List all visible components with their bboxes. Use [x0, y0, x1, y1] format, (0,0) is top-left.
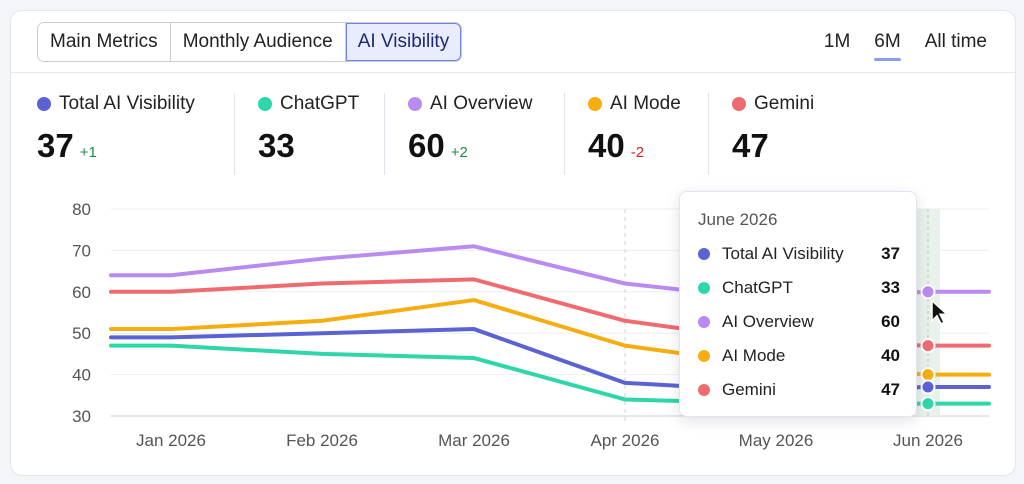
metric-delta: -2: [630, 144, 645, 161]
ai-mode-legend-dot: [588, 97, 602, 111]
view-tabs: Main Metrics Monthly Audience AI Visibil…: [37, 22, 463, 62]
gemini-legend-dot: [732, 97, 746, 111]
metric-chatgpt: ChatGPT 33: [258, 93, 359, 175]
range-6m[interactable]: 6M: [874, 31, 902, 61]
tooltip-dot: [698, 350, 710, 362]
metric-divider: [564, 93, 565, 175]
ai-visibility-card: Main Metrics Monthly Audience AI Visibil…: [10, 10, 1016, 476]
tooltip-row: Gemini 47: [698, 378, 900, 402]
y-tick-label: 50: [72, 324, 91, 343]
metric-label: Total AI Visibility: [59, 93, 195, 114]
chart-tooltip: June 2026 Total AI Visibility 37 ChatGPT…: [679, 191, 917, 417]
mouse-cursor-icon: [931, 299, 949, 325]
metric-value: 33: [258, 127, 295, 164]
tooltip-value: 47: [881, 380, 900, 399]
metric-label: Gemini: [754, 93, 815, 114]
y-tick-label: 30: [72, 407, 91, 426]
y-tick-label: 70: [72, 241, 91, 260]
tooltip-label: Total AI Visibility: [722, 244, 844, 263]
range-1m[interactable]: 1M: [823, 31, 851, 52]
tooltip-row: AI Overview 60: [698, 310, 900, 334]
tooltip-dot: [698, 384, 710, 396]
tooltip-dot: [698, 248, 710, 260]
tooltip-label: AI Mode: [722, 346, 786, 365]
metric-delta: +1: [79, 144, 97, 161]
y-tick-label: 80: [72, 200, 91, 219]
x-tick-label: Apr 2026: [591, 431, 660, 450]
tooltip-value: 60: [881, 312, 900, 331]
y-tick-label: 40: [72, 366, 91, 385]
metric-divider: [234, 93, 235, 175]
tooltip-row: ChatGPT 33: [698, 276, 900, 300]
tooltip-row: AI Mode 40: [698, 344, 900, 368]
metric-divider: [384, 93, 385, 175]
x-tick-label: May 2026: [739, 431, 814, 450]
tooltip-value: 40: [881, 346, 900, 365]
metric-ai-overview: AI Overview 60 +2: [408, 93, 532, 175]
series-point: [920, 367, 936, 383]
time-range-selector: 1M 6M All time: [824, 31, 987, 61]
chatgpt-legend-dot: [258, 97, 272, 111]
metric-label: AI Mode: [610, 93, 681, 114]
metric-value: 47: [732, 127, 769, 164]
y-tick-label: 60: [72, 283, 91, 302]
ai-overview-legend-dot: [408, 97, 422, 111]
series-point: [920, 379, 936, 395]
card-toolbar: Main Metrics Monthly Audience AI Visibil…: [11, 11, 1015, 73]
tab-main-metrics[interactable]: Main Metrics: [38, 23, 171, 61]
tooltip-label: Gemini: [722, 380, 776, 399]
metric-gemini: Gemini 47: [732, 93, 814, 175]
metric-total-ai-visibility: Total AI Visibility 37 +1: [37, 93, 195, 175]
tooltip-row: Total AI Visibility 37: [698, 242, 900, 266]
series-point: [920, 338, 936, 354]
tab-monthly-audience[interactable]: Monthly Audience: [170, 23, 346, 61]
metric-label: AI Overview: [430, 93, 533, 114]
x-tick-label: Feb 2026: [286, 431, 358, 450]
metric-delta: +2: [450, 144, 468, 161]
metric-value: 60: [408, 127, 445, 164]
tab-ai-visibility[interactable]: AI Visibility: [345, 23, 462, 61]
metric-ai-mode: AI Mode 40 -2: [588, 93, 681, 175]
metric-divider: [708, 93, 709, 175]
x-tick-label: Jan 2026: [136, 431, 206, 450]
tooltip-label: ChatGPT: [722, 278, 793, 297]
metric-label: ChatGPT: [280, 93, 360, 114]
tooltip-value: 33: [881, 278, 900, 297]
metric-value: 40: [588, 127, 625, 164]
tooltip-value: 37: [881, 244, 900, 263]
series-point: [920, 396, 936, 412]
metric-value: 37: [37, 127, 74, 164]
x-tick-label: Mar 2026: [438, 431, 510, 450]
tooltip-label: AI Overview: [722, 312, 814, 331]
metrics-summary: Total AI Visibility 37 +1 ChatGPT 33 AI O…: [11, 93, 1015, 175]
tooltip-title: June 2026: [698, 210, 778, 229]
tooltip-dot: [698, 316, 710, 328]
x-tick-label: Jun 2026: [893, 431, 963, 450]
tooltip-dot: [698, 282, 710, 294]
range-all-time[interactable]: All time: [924, 31, 987, 52]
series-point: [920, 284, 936, 300]
total-ai-visibility-legend-dot: [37, 97, 51, 111]
